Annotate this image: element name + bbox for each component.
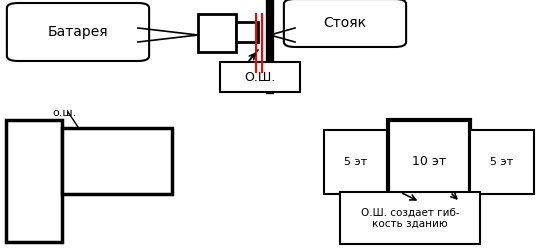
Text: О.Ш. создает гиб-
кость зданию: О.Ш. создает гиб- кость зданию bbox=[361, 207, 459, 229]
Text: 5 эт: 5 эт bbox=[344, 157, 368, 167]
Bar bbox=[388, 120, 470, 202]
Bar bbox=[340, 192, 480, 244]
Bar bbox=[236, 22, 258, 42]
Bar bbox=[324, 130, 388, 194]
Text: Батарея: Батарея bbox=[48, 25, 108, 39]
FancyBboxPatch shape bbox=[284, 0, 406, 47]
FancyBboxPatch shape bbox=[7, 3, 149, 61]
Text: О.Ш.: О.Ш. bbox=[245, 70, 276, 83]
Text: Стояк: Стояк bbox=[324, 16, 366, 30]
Text: 10 эт: 10 эт bbox=[412, 154, 446, 168]
Bar bbox=[198, 14, 236, 52]
Text: 5 эт: 5 эт bbox=[490, 157, 514, 167]
Bar bbox=[220, 62, 300, 92]
Bar bbox=[6, 120, 62, 242]
Text: о.ш.: о.ш. bbox=[52, 108, 76, 118]
Bar bbox=[62, 128, 172, 194]
Bar bbox=[470, 130, 534, 194]
